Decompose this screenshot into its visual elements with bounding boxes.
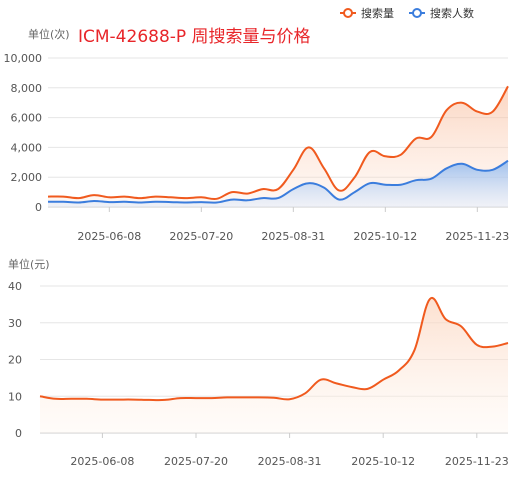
y-tick-label: 0 — [15, 427, 22, 440]
series-area — [40, 297, 508, 433]
top-unit-label: 单位(次) — [28, 27, 70, 41]
y-tick-label: 30 — [8, 317, 22, 330]
top-x-axis: 2025-06-08 2025-07-20 2025-08-31 2025-10-12… — [77, 207, 509, 243]
x-tick-label: 2025-10-12 — [353, 230, 417, 243]
x-tick-label: 2025-11-23 — [445, 455, 509, 468]
legend[interactable]: 搜索量 搜索人数 — [340, 6, 474, 20]
x-tick-label: 2025-10-12 — [351, 455, 415, 468]
top-y-axis: 0 2,000 4,000 6,000 8,000 10,000 — [4, 52, 43, 214]
legend-label-searchers: 搜索人数 — [430, 6, 474, 20]
series-line[interactable] — [47, 85, 509, 200]
legend-item-searchers[interactable]: 搜索人数 — [409, 6, 474, 20]
y-tick-label: 10 — [8, 390, 22, 403]
y-tick-label: 40 — [8, 280, 22, 293]
series-area — [48, 86, 508, 207]
legend-item-search-volume[interactable]: 搜索量 — [340, 6, 394, 20]
x-tick-label: 2025-06-08 — [77, 230, 141, 243]
y-tick-label: 6,000 — [11, 112, 43, 125]
y-tick-label: 0 — [35, 201, 42, 214]
bottom-x-axis: 2025-06-08 2025-07-20 2025-08-31 2025-10-12… — [70, 433, 509, 468]
series-area — [48, 160, 508, 207]
bottom-y-axis: 0 10 20 30 40 — [8, 280, 22, 440]
x-tick-label: 2025-08-31 — [261, 230, 325, 243]
bottom-series-lines — [39, 296, 509, 402]
y-tick-label: 8,000 — [11, 82, 43, 95]
y-tick-label: 4,000 — [11, 141, 43, 154]
y-tick-label: 20 — [8, 354, 22, 367]
y-tick-label: 2,000 — [11, 171, 43, 184]
series-line[interactable] — [39, 296, 509, 402]
y-tick-label: 10,000 — [4, 52, 43, 65]
x-tick-label: 2025-06-08 — [70, 455, 134, 468]
legend-marker-searchers — [412, 8, 422, 18]
bottom-series-areas — [40, 297, 508, 433]
legend-label-search-volume: 搜索量 — [361, 6, 394, 20]
top-series-areas — [48, 86, 508, 207]
series-line[interactable] — [47, 159, 509, 204]
x-tick-label: 2025-07-20 — [164, 455, 228, 468]
top-series-lines — [47, 85, 509, 204]
x-tick-label: 2025-08-31 — [258, 455, 322, 468]
bottom-unit-label: 单位(元) — [8, 257, 50, 271]
x-tick-label: 2025-11-23 — [445, 230, 509, 243]
x-tick-label: 2025-07-20 — [169, 230, 233, 243]
legend-marker-search-volume — [343, 8, 353, 18]
page-title: ICM-42688-P 周搜索量与价格 — [78, 27, 311, 47]
